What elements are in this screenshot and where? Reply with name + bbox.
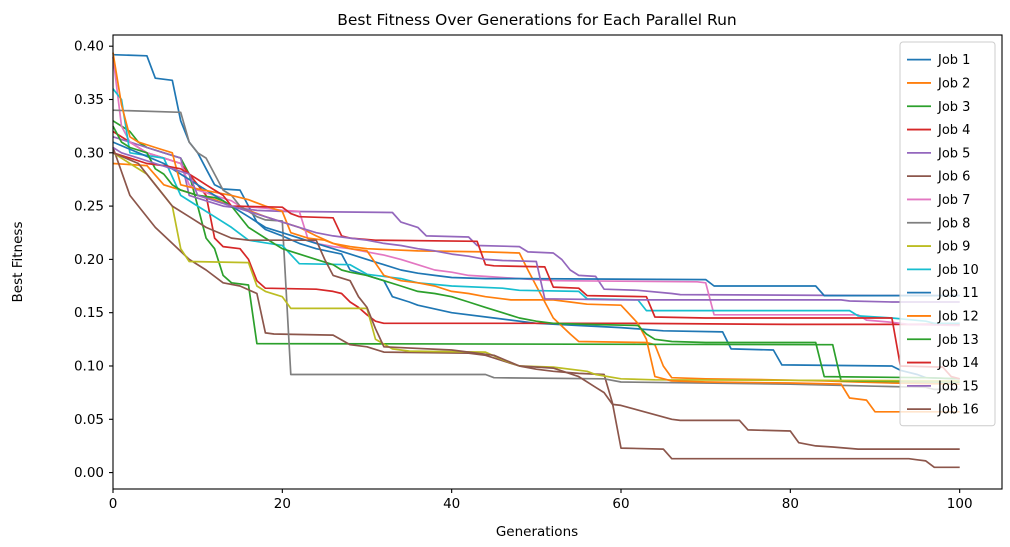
series-line-job-13 [112, 125, 960, 380]
legend: Job 1 Job 2 Job 3 Job 4 Job 5 Job 6 Job 7 Job 8… [899, 41, 996, 427]
series-line-job-12 [112, 52, 960, 413]
axis-ticks-layer: 0 20 40 60 80 100 0.00 0.05 0.10 0.15 0.20 0.25 0.30… [74, 39, 973, 512]
y-tick-label: 0.25 [74, 199, 104, 215]
axes-spines [112, 34, 1003, 490]
legend-item-job-8: Job 8 [907, 216, 970, 231]
legend-item-label: Job 6 [937, 170, 970, 185]
legend-item-label: Job 5 [937, 146, 970, 161]
legend-item-job-14: Job 14 [907, 356, 979, 371]
legend-item-job-11: Job 11 [907, 286, 979, 301]
legend-item-label: Job 13 [937, 333, 979, 348]
x-tick-label: 60 [612, 496, 629, 512]
series-line-job-11 [112, 141, 960, 297]
x-tick-label: 20 [274, 496, 291, 512]
y-tick-label: 0.00 [74, 465, 104, 481]
legend-item-label: Job 8 [937, 216, 970, 231]
legend-item-label: Job 10 [937, 263, 979, 278]
series-lines-layer [112, 52, 960, 469]
y-tick-label: 0.05 [74, 412, 104, 428]
chart-title: Best Fitness Over Generations for Each P… [337, 11, 736, 29]
legend-item-job-13: Job 13 [907, 333, 979, 348]
y-tick-label: 0.30 [74, 145, 104, 161]
legend-item-label: Job 4 [937, 123, 970, 138]
legend-item-job-1: Job 1 [907, 53, 970, 68]
legend-item-job-15: Job 15 [907, 379, 979, 394]
x-tick-label: 0 [109, 496, 118, 512]
legend-item-label: Job 9 [937, 240, 970, 255]
series-line-job-5 [112, 135, 960, 297]
plot-area [113, 35, 1002, 489]
legend-item-job-5: Job 5 [907, 146, 970, 161]
y-axis-label: Best Fitness [10, 222, 26, 303]
legend-item-label: Job 7 [937, 193, 970, 208]
series-line-job-15 [112, 146, 960, 303]
y-tick-label: 0.20 [74, 252, 104, 268]
legend-item-job-9: Job 9 [907, 240, 970, 255]
legend-item-job-3: Job 3 [907, 100, 970, 115]
legend-item-job-2: Job 2 [907, 76, 970, 91]
legend-item-label: Job 14 [937, 356, 979, 371]
series-line-job-10 [112, 88, 960, 325]
legend-item-job-10: Job 10 [907, 263, 979, 278]
legend-item-label: Job 15 [937, 379, 979, 394]
legend-box [899, 41, 996, 427]
legend-item-job-6: Job 6 [907, 170, 970, 185]
x-axis-label: Generations [496, 524, 578, 540]
series-line-job-6 [112, 147, 960, 469]
legend-item-label: Job 2 [937, 76, 970, 91]
y-tick-label: 0.10 [74, 358, 104, 374]
legend-item-job-16: Job 16 [907, 403, 979, 418]
y-tick-label: 0.40 [74, 39, 104, 55]
y-tick-label: 0.35 [74, 92, 104, 108]
legend-item-job-7: Job 7 [907, 193, 970, 208]
legend-item-label: Job 3 [937, 100, 970, 115]
x-tick-label: 40 [443, 496, 460, 512]
legend-item-label: Job 12 [937, 309, 979, 324]
x-tick-label: 100 [947, 496, 973, 512]
x-tick-label: 80 [782, 496, 799, 512]
legend-item-label: Job 11 [937, 286, 979, 301]
legend-item-job-12: Job 12 [907, 309, 979, 324]
legend-item-label: Job 16 [937, 403, 979, 418]
series-line-job-8 [112, 109, 960, 391]
legend-item-job-4: Job 4 [907, 123, 970, 138]
y-tick-label: 0.15 [74, 305, 104, 321]
legend-item-label: Job 1 [937, 53, 970, 68]
series-line-job-16 [112, 152, 960, 450]
